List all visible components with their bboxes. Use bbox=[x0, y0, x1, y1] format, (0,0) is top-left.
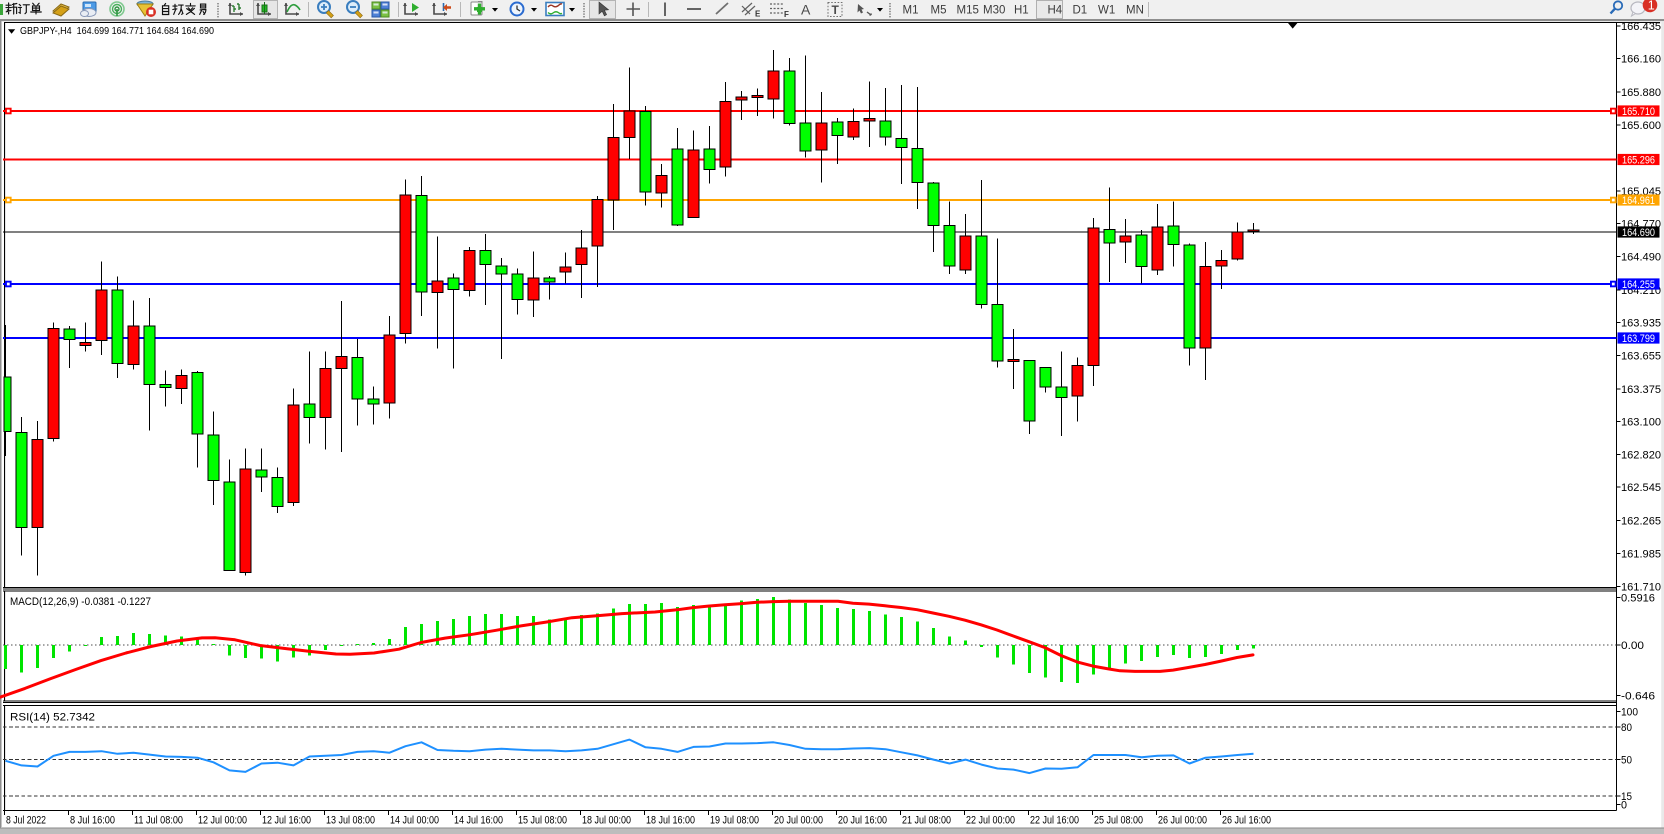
svg-text:163.375: 163.375 bbox=[1621, 384, 1661, 396]
svg-text:H1: H1 bbox=[1014, 5, 1029, 17]
svg-text:MACD(12,26,9) -0.0381 -0.1227: MACD(12,26,9) -0.0381 -0.1227 bbox=[10, 596, 151, 608]
svg-text:MN: MN bbox=[1126, 5, 1144, 17]
svg-text:161.710: 161.710 bbox=[1621, 582, 1661, 594]
svg-text:165.600: 165.600 bbox=[1621, 120, 1661, 132]
svg-text:26 Jul 00:00: 26 Jul 00:00 bbox=[1158, 815, 1207, 827]
svg-text:D1: D1 bbox=[1073, 5, 1088, 17]
svg-text:166.435: 166.435 bbox=[1621, 21, 1661, 33]
svg-text:0.00: 0.00 bbox=[1621, 640, 1644, 652]
svg-text:100: 100 bbox=[1621, 707, 1638, 719]
svg-text:80: 80 bbox=[1621, 722, 1632, 734]
svg-text:-0.646: -0.646 bbox=[1621, 691, 1655, 703]
svg-text:162.545: 162.545 bbox=[1621, 482, 1661, 494]
svg-text:11 Jul 08:00: 11 Jul 08:00 bbox=[134, 815, 183, 827]
svg-text:0.5916: 0.5916 bbox=[1621, 593, 1655, 605]
svg-text:F: F bbox=[784, 10, 789, 19]
svg-text:15: 15 bbox=[1621, 791, 1632, 803]
svg-text:M15: M15 bbox=[957, 5, 979, 17]
svg-text:15 Jul 08:00: 15 Jul 08:00 bbox=[518, 815, 567, 827]
svg-text:H4: H4 bbox=[1048, 5, 1063, 17]
svg-text:18 Jul 00:00: 18 Jul 00:00 bbox=[582, 815, 631, 827]
svg-text:163.799: 163.799 bbox=[1622, 333, 1655, 345]
svg-text:22 Jul 16:00: 22 Jul 16:00 bbox=[1030, 815, 1079, 827]
svg-text:RSI(14) 52.7342: RSI(14) 52.7342 bbox=[10, 712, 95, 724]
svg-text:12 Jul 00:00: 12 Jul 00:00 bbox=[198, 815, 247, 827]
svg-text:50: 50 bbox=[1621, 754, 1632, 766]
svg-text:21 Jul 08:00: 21 Jul 08:00 bbox=[902, 815, 951, 827]
svg-text:20 Jul 00:00: 20 Jul 00:00 bbox=[774, 815, 823, 827]
svg-text:14 Jul 16:00: 14 Jul 16:00 bbox=[454, 815, 503, 827]
svg-text:8 Jul 16:00: 8 Jul 16:00 bbox=[70, 815, 115, 827]
svg-text:26 Jul 16:00: 26 Jul 16:00 bbox=[1222, 815, 1271, 827]
svg-text:20 Jul 16:00: 20 Jul 16:00 bbox=[838, 815, 887, 827]
svg-text:M30: M30 bbox=[983, 5, 1005, 17]
svg-text:GBPJPY-,H4 164.699 164.771 16: GBPJPY-,H4 164.699 164.771 164.684 164.6… bbox=[20, 25, 214, 37]
svg-text:0: 0 bbox=[1621, 799, 1627, 811]
svg-text:19 Jul 08:00: 19 Jul 08:00 bbox=[710, 815, 759, 827]
svg-text:166.160: 166.160 bbox=[1621, 54, 1661, 66]
svg-text:13 Jul 08:00: 13 Jul 08:00 bbox=[326, 815, 375, 827]
svg-text:163.655: 163.655 bbox=[1621, 351, 1661, 363]
svg-text:165.880: 165.880 bbox=[1621, 87, 1661, 99]
svg-text:165.296: 165.296 bbox=[1622, 155, 1655, 167]
svg-text:14 Jul 00:00: 14 Jul 00:00 bbox=[390, 815, 439, 827]
svg-text:E: E bbox=[755, 10, 761, 19]
svg-text:164.255: 164.255 bbox=[1622, 279, 1655, 291]
svg-text:164.690: 164.690 bbox=[1622, 227, 1655, 239]
svg-text:A: A bbox=[801, 2, 811, 18]
svg-text:25 Jul 08:00: 25 Jul 08:00 bbox=[1094, 815, 1143, 827]
svg-text:M1: M1 bbox=[903, 5, 919, 17]
svg-text:M5: M5 bbox=[931, 5, 947, 17]
svg-text:T: T bbox=[832, 3, 840, 17]
svg-text:163.100: 163.100 bbox=[1621, 417, 1661, 429]
svg-text:165.710: 165.710 bbox=[1622, 106, 1655, 118]
svg-text:W1: W1 bbox=[1098, 5, 1115, 17]
svg-text:22 Jul 00:00: 22 Jul 00:00 bbox=[966, 815, 1015, 827]
svg-text:162.820: 162.820 bbox=[1621, 450, 1661, 462]
svg-text:164.961: 164.961 bbox=[1622, 195, 1655, 207]
svg-text:12 Jul 16:00: 12 Jul 16:00 bbox=[262, 815, 311, 827]
svg-text:162.265: 162.265 bbox=[1621, 516, 1661, 528]
svg-text:8 Jul 2022: 8 Jul 2022 bbox=[6, 815, 46, 827]
svg-text:161.985: 161.985 bbox=[1621, 549, 1661, 561]
svg-text:164.490: 164.490 bbox=[1621, 252, 1661, 264]
svg-text:163.935: 163.935 bbox=[1621, 318, 1661, 330]
svg-text:1: 1 bbox=[1648, 0, 1655, 13]
svg-text:18 Jul 16:00: 18 Jul 16:00 bbox=[646, 815, 695, 827]
